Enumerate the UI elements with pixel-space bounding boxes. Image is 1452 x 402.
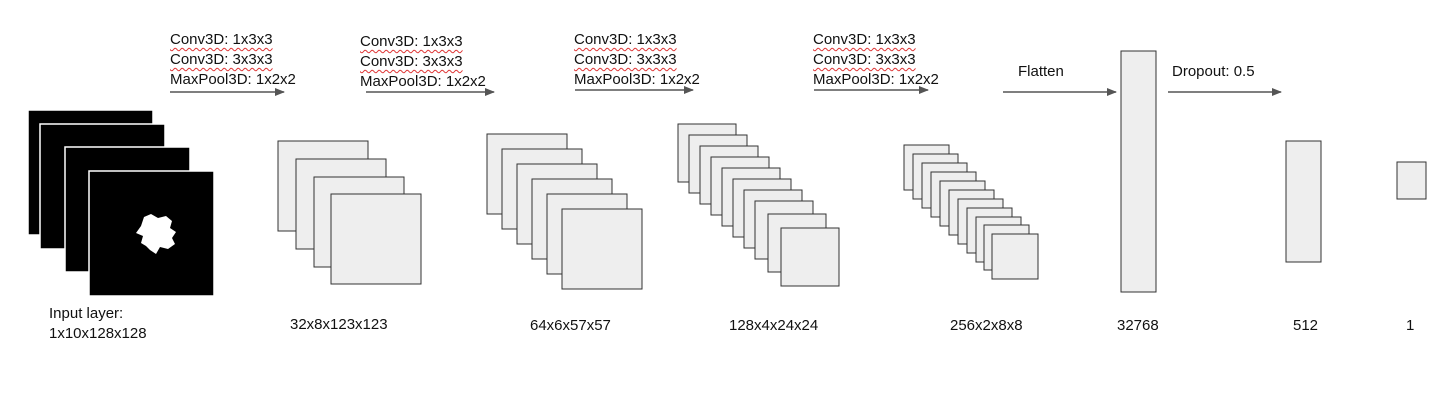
layer-label-conv1: 32x8x123x123 [290, 316, 388, 333]
layer-label-input: Input layer: 1x10x128x128 [49, 304, 147, 344]
op-line-1: Flatten [1018, 63, 1064, 80]
op-line-2: Conv3D: 3x3x3 [360, 53, 463, 70]
flatten-vector [1120, 50, 1157, 293]
layer-label-input-line1: Input layer: [49, 305, 124, 322]
feature-map [330, 193, 422, 285]
op-line: Conv3D: 3x3x3 [360, 52, 486, 72]
layer-label-conv4: 256x2x8x8 [950, 317, 1023, 334]
op-line-1: Conv3D: 1x3x3 [813, 31, 916, 48]
layer-label-flat: 32768 [1117, 317, 1159, 334]
op-line: Conv3D: 1x3x3 [813, 30, 939, 50]
op-line-3: MaxPool3D: 1x2x2 [813, 71, 939, 88]
output-unit [1396, 161, 1427, 200]
layer-label-output: 1 [1406, 317, 1415, 334]
feature-map-stack-4 [903, 144, 1039, 280]
op-line-1: Conv3D: 1x3x3 [360, 33, 463, 50]
op-line: Conv3D: 3x3x3 [170, 50, 296, 70]
input-lesion-shape [136, 214, 176, 254]
op-line: Dropout: 0.5 [1172, 62, 1255, 82]
layer-label-input-line2: 1x10x128x128 [49, 325, 147, 342]
op-block2: Conv3D: 1x3x3 Conv3D: 3x3x3 MaxPool3D: 1… [360, 32, 486, 92]
op-line-3: MaxPool3D: 1x2x2 [574, 71, 700, 88]
feature-map [780, 227, 840, 287]
op-line: Conv3D: 1x3x3 [574, 30, 700, 50]
op-line: Conv3D: 3x3x3 [574, 50, 700, 70]
op-line: Conv3D: 3x3x3 [813, 50, 939, 70]
layer-label-dense: 512 [1293, 317, 1319, 334]
input-layer-stack [27, 109, 215, 297]
feature-map-stack-2 [486, 133, 643, 290]
op-line: Conv3D: 1x3x3 [170, 30, 296, 50]
op-line-3: MaxPool3D: 1x2x2 [360, 73, 486, 90]
feature-map [991, 233, 1039, 280]
dense-vector [1285, 140, 1322, 263]
op-line-1: Conv3D: 1x3x3 [574, 31, 677, 48]
feature-map [561, 208, 643, 290]
op-line: MaxPool3D: 1x2x2 [574, 70, 700, 90]
feature-map-stack-3 [677, 123, 840, 287]
op-line-2: Conv3D: 3x3x3 [574, 51, 677, 68]
op-line: Flatten [1018, 62, 1064, 82]
op-line-1: Conv3D: 1x3x3 [170, 31, 273, 48]
op-line: MaxPool3D: 1x2x2 [813, 70, 939, 90]
layer-label-conv2: 64x6x57x57 [530, 317, 611, 334]
op-block1: Conv3D: 1x3x3 Conv3D: 3x3x3 MaxPool3D: 1… [170, 30, 296, 90]
op-block3: Conv3D: 1x3x3 Conv3D: 3x3x3 MaxPool3D: 1… [574, 30, 700, 90]
feature-map-stack-1 [277, 140, 422, 285]
op-line: Conv3D: 1x3x3 [360, 32, 486, 52]
op-flatten: Flatten [1018, 62, 1064, 82]
op-line-2: Conv3D: 3x3x3 [170, 51, 273, 68]
layer-label-conv3: 128x4x24x24 [729, 317, 819, 334]
op-line-1: Dropout: 0.5 [1172, 63, 1255, 80]
op-line-3: MaxPool3D: 1x2x2 [170, 71, 296, 88]
op-dropout: Dropout: 0.5 [1172, 62, 1255, 82]
op-line-2: Conv3D: 3x3x3 [813, 51, 916, 68]
op-line: MaxPool3D: 1x2x2 [170, 70, 296, 90]
op-block4: Conv3D: 1x3x3 Conv3D: 3x3x3 MaxPool3D: 1… [813, 30, 939, 90]
op-line: MaxPool3D: 1x2x2 [360, 72, 486, 92]
